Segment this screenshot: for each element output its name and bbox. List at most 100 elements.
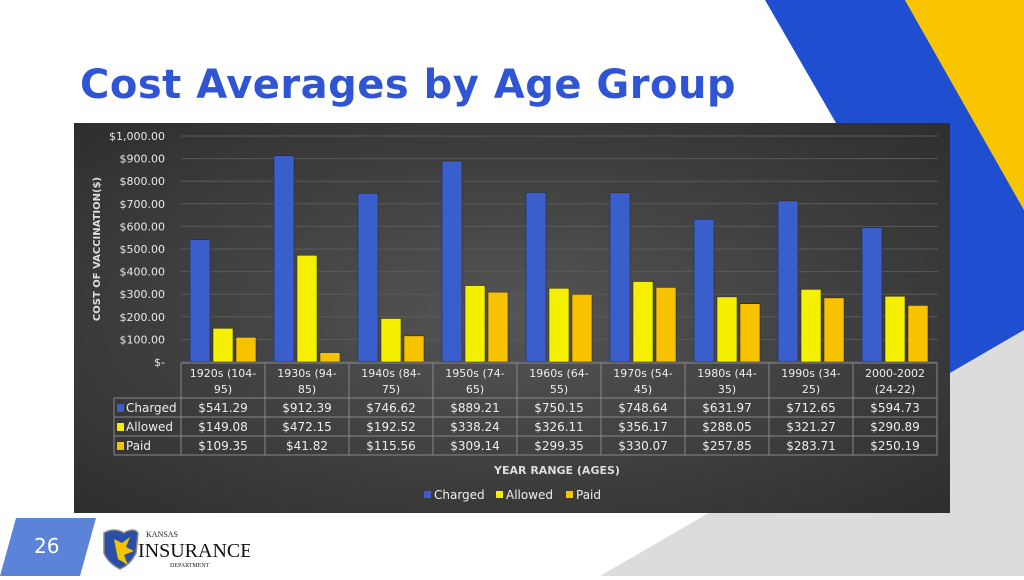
- bar-allowed: [380, 318, 402, 363]
- data-label: $889.21: [450, 401, 500, 415]
- data-label: $321.27: [786, 420, 836, 434]
- bar-charged: [609, 192, 631, 363]
- x-tick-label: 25): [802, 383, 820, 396]
- data-label: $746.62: [366, 401, 416, 415]
- x-tick-label: 45): [634, 383, 652, 396]
- bar-allowed: [716, 296, 738, 363]
- svg-text:INSURANCE: INSURANCE: [138, 540, 250, 562]
- data-label: $257.85: [702, 439, 752, 453]
- bar-paid: [235, 337, 257, 363]
- y-tick-label: $600.00: [120, 220, 166, 233]
- bar-paid: [823, 297, 845, 363]
- bar-paid: [739, 303, 761, 363]
- data-label: $299.35: [534, 439, 584, 453]
- data-label: $115.56: [366, 439, 416, 453]
- bar-allowed: [212, 328, 234, 363]
- bar-paid: [655, 287, 677, 363]
- bar-paid: [403, 335, 425, 363]
- bar-charged: [525, 192, 547, 363]
- legend-swatch-paid: [566, 491, 573, 498]
- bar-charged: [693, 218, 715, 363]
- data-label: $109.35: [198, 439, 248, 453]
- x-tick-label: 65): [466, 383, 484, 396]
- legend-swatch-allowed: [496, 491, 503, 498]
- x-tick-label: (24-22): [875, 383, 916, 396]
- bar-paid: [907, 305, 929, 363]
- data-label: $290.89: [870, 420, 920, 434]
- bar-allowed: [632, 281, 654, 363]
- data-label: $472.15: [282, 420, 332, 434]
- series-label: Charged: [126, 401, 177, 415]
- x-tick-label: 1950s (74-: [445, 367, 505, 380]
- legend-swatch-charged: [424, 491, 431, 498]
- y-tick-label: $100.00: [120, 333, 166, 346]
- data-label: $338.24: [450, 420, 500, 434]
- x-tick-label: 1920s (104-: [190, 367, 257, 380]
- page-number-badge: 26: [0, 518, 100, 576]
- data-label: $250.19: [870, 439, 920, 453]
- svg-text:KANSAS: KANSAS: [146, 530, 178, 539]
- data-label: $356.17: [618, 420, 668, 434]
- data-label: $149.08: [198, 420, 248, 434]
- legend-label: Charged: [434, 488, 485, 502]
- data-label: $594.73: [870, 401, 920, 415]
- y-axis-title: COST OF VACCINATION($): [92, 177, 103, 321]
- data-label: $192.52: [366, 420, 416, 434]
- legend-label: Paid: [576, 488, 601, 502]
- x-tick-label: 1940s (84-: [361, 367, 421, 380]
- data-label: $309.14: [450, 439, 500, 453]
- bar-allowed: [464, 285, 486, 363]
- y-tick-label: $400.00: [120, 266, 166, 279]
- x-axis-title: YEAR RANGE (AGES): [493, 464, 620, 477]
- x-tick-label: 1960s (64-: [529, 367, 589, 380]
- bar-charged: [189, 239, 211, 363]
- series-label: Paid: [126, 439, 151, 453]
- slide-title: Cost Averages by Age Group: [80, 62, 737, 108]
- y-tick-label: $-: [154, 356, 165, 369]
- yellow-stripe: [905, 0, 1024, 210]
- bar-allowed: [884, 296, 906, 363]
- x-tick-label: 35): [718, 383, 736, 396]
- bar-paid: [571, 294, 593, 363]
- data-label: $748.64: [618, 401, 668, 415]
- y-tick-label: $800.00: [120, 175, 166, 188]
- legend-key-charged: [117, 404, 124, 412]
- x-tick-label: 1980s (44-: [697, 367, 757, 380]
- y-tick-label: $200.00: [120, 311, 166, 324]
- data-label: $631.97: [702, 401, 752, 415]
- y-tick-label: $1,000.00: [109, 130, 165, 143]
- bar-chart: $- $100.00 $200.00 $300.00 $400.00 $500.00 $60…: [92, 130, 938, 502]
- series-label: Allowed: [126, 420, 173, 434]
- data-label: $541.29: [198, 401, 248, 415]
- legend-label: Allowed: [506, 488, 553, 502]
- bar-paid: [319, 352, 341, 363]
- data-label: $288.05: [702, 420, 752, 434]
- x-tick-label: 85): [298, 383, 316, 396]
- data-label: $41.82: [286, 439, 328, 453]
- x-tick-label: 55): [550, 383, 568, 396]
- y-tick-label: $300.00: [120, 288, 166, 301]
- legend-key-paid: [117, 442, 124, 450]
- y-tick-label: $900.00: [120, 153, 166, 166]
- x-tick-label: 1990s (34-: [781, 367, 841, 380]
- x-tick-label: 75): [382, 383, 400, 396]
- chart: $- $100.00 $200.00 $300.00 $400.00 $500.00 $60…: [74, 123, 950, 513]
- kansas-insurance-logo: KANSAS INSURANCE DEPARTMENT: [103, 529, 250, 570]
- y-tick-label: $500.00: [120, 243, 166, 256]
- data-label: $330.07: [618, 439, 668, 453]
- bar-charged: [357, 193, 379, 363]
- x-tick-label: 1930s (94-: [277, 367, 337, 380]
- x-tick-label: 95): [214, 383, 232, 396]
- x-tick-label: 1970s (54-: [613, 367, 673, 380]
- page-number: 26: [34, 534, 60, 558]
- bar-allowed: [800, 289, 822, 363]
- y-tick-label: $700.00: [120, 198, 166, 211]
- bar-charged: [441, 160, 463, 363]
- svg-text:DEPARTMENT: DEPARTMENT: [170, 563, 210, 569]
- bar-allowed: [296, 255, 318, 363]
- bar-charged: [861, 227, 883, 363]
- legend-key-allowed: [117, 423, 124, 431]
- bar-charged: [273, 155, 295, 363]
- bar-paid: [487, 291, 509, 363]
- data-label: $912.39: [282, 401, 332, 415]
